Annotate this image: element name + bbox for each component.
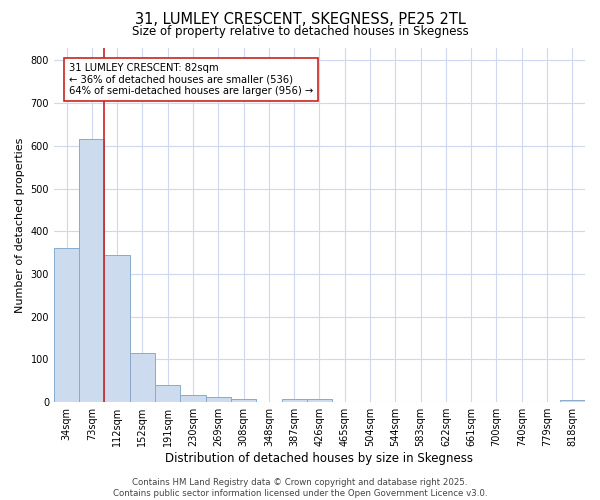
Text: 31, LUMLEY CRESCENT, SKEGNESS, PE25 2TL: 31, LUMLEY CRESCENT, SKEGNESS, PE25 2TL	[134, 12, 466, 28]
Bar	[181, 395, 206, 402]
Bar	[281, 399, 307, 402]
Bar	[307, 399, 332, 402]
Text: Size of property relative to detached houses in Skegness: Size of property relative to detached ho…	[131, 25, 469, 38]
Y-axis label: Number of detached properties: Number of detached properties	[15, 137, 25, 312]
Bar	[231, 399, 256, 402]
Bar	[104, 255, 130, 402]
Bar	[155, 385, 181, 402]
Bar	[54, 248, 79, 402]
Bar	[206, 396, 231, 402]
Bar	[79, 140, 104, 402]
Text: Contains HM Land Registry data © Crown copyright and database right 2025.
Contai: Contains HM Land Registry data © Crown c…	[113, 478, 487, 498]
Bar	[560, 400, 585, 402]
X-axis label: Distribution of detached houses by size in Skegness: Distribution of detached houses by size …	[166, 452, 473, 465]
Text: 31 LUMLEY CRESCENT: 82sqm
← 36% of detached houses are smaller (536)
64% of semi: 31 LUMLEY CRESCENT: 82sqm ← 36% of detac…	[68, 63, 313, 96]
Bar	[130, 353, 155, 402]
